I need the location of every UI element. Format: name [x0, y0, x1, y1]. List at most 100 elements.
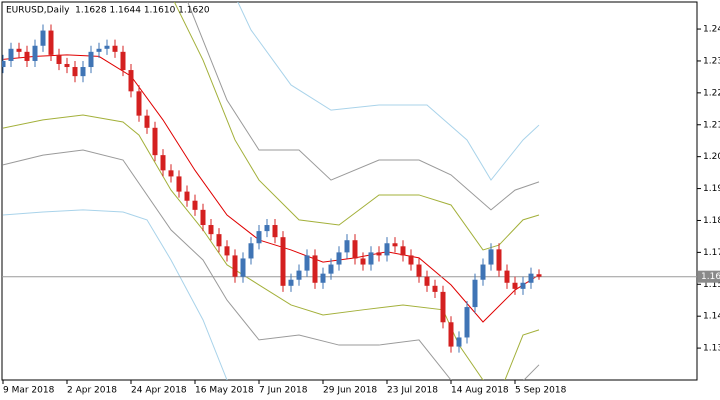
candle-body [328, 264, 334, 274]
candle-body [408, 255, 414, 265]
candle-body [240, 258, 246, 277]
candle-body [320, 273, 326, 283]
candle-body [232, 255, 238, 277]
candle-body [384, 243, 390, 256]
candle-body [352, 240, 358, 259]
candle-body [528, 273, 534, 283]
chart-title: EURUSD,Daily 1.1628 1.1644 1.1610 1.1620 [6, 6, 210, 16]
candle-body [416, 264, 422, 277]
candle-body [456, 337, 462, 347]
candle-body [152, 127, 158, 156]
candle-body [424, 276, 430, 286]
candle-body [16, 48, 22, 52]
y-tick-label: 1.1490 [703, 312, 720, 322]
candle-body [120, 51, 126, 71]
y-tick-label: 1.1700 [703, 248, 720, 258]
candle-body [80, 67, 86, 77]
price-tag-label: 1.1620 [701, 272, 720, 282]
indicator-line [2, 149, 540, 380]
candle-body [64, 63, 70, 68]
candle-body [136, 91, 142, 116]
candle-body [256, 231, 262, 244]
candle-body [432, 285, 438, 292]
candle-body [296, 270, 302, 280]
price-tag [698, 270, 720, 283]
candle-body [32, 45, 38, 61]
candle-body [376, 252, 382, 256]
x-tick-label: 9 Mar 2018 [3, 386, 55, 396]
candle-body [472, 279, 478, 308]
x-tick-label: 16 May 2018 [195, 386, 254, 396]
y-tick-label: 1.2225 [703, 88, 720, 98]
candle-body [128, 70, 134, 92]
y-tick-label: 1.1385 [703, 344, 720, 354]
candle-body [104, 45, 110, 49]
indicator-line [237, 2, 540, 181]
candle-body [48, 30, 54, 55]
candle-body [400, 246, 406, 256]
candle-body [464, 307, 470, 338]
candle-body [264, 225, 270, 232]
candle-body [216, 234, 222, 247]
candle-body [160, 155, 166, 171]
indicator-line [187, 2, 540, 211]
y-tick-label: 1.1910 [703, 184, 720, 194]
candle-body [448, 322, 454, 347]
candle-body [360, 258, 366, 265]
candle-body [440, 291, 446, 323]
candle-body [248, 243, 254, 259]
x-tick-label: 23 Jul 2018 [387, 386, 438, 396]
candle-body [520, 282, 526, 289]
y-tick-label: 1.2015 [703, 152, 720, 162]
candle-body [8, 48, 14, 61]
x-tick-label: 29 Jun 2018 [323, 386, 377, 396]
candle-body [184, 191, 190, 201]
indicator-line [2, 209, 228, 380]
candle-body [112, 45, 118, 52]
x-tick-label: 7 Jun 2018 [259, 386, 308, 396]
candle-body [280, 237, 286, 286]
candle-body [480, 264, 486, 280]
candle-body [144, 115, 150, 128]
candle-body [536, 274, 542, 277]
x-tick-label: 5 Sep 2018 [515, 386, 567, 396]
candle-body [72, 67, 78, 77]
candle-body [392, 243, 398, 247]
candle-body [200, 209, 206, 226]
candle-body [504, 270, 510, 283]
candle-body [96, 48, 102, 52]
candle-body [488, 249, 494, 265]
candle-body [344, 240, 350, 253]
y-tick-label: 1.1595 [703, 280, 720, 290]
candle-body [312, 255, 318, 283]
candle-body [224, 246, 230, 256]
y-tick-label: 1.1805 [703, 216, 720, 226]
candle-body [512, 282, 518, 289]
candle-body [368, 252, 374, 265]
candle-body [88, 51, 94, 68]
indicator-line [2, 114, 540, 380]
plot-frame [1, 1, 698, 381]
candle-body [40, 30, 46, 46]
candle-body [496, 249, 502, 271]
candle-body [168, 170, 174, 177]
x-tick-label: 14 Aug 2018 [451, 386, 509, 396]
x-tick-label: 24 Apr 2018 [131, 386, 187, 396]
candle-body [208, 225, 214, 235]
candle-body [2, 60, 6, 68]
candle-body [288, 279, 294, 286]
candle-body [56, 54, 62, 64]
y-tick-label: 1.2330 [703, 56, 720, 66]
candle-body [336, 252, 342, 265]
indicator-line [2, 54, 540, 323]
y-tick-label: 1.2120 [703, 120, 720, 130]
candle-body [176, 176, 182, 192]
candle-body [272, 225, 278, 238]
candle-body [24, 51, 30, 61]
x-tick-label: 2 Apr 2018 [67, 386, 117, 396]
plot-area [2, 2, 697, 380]
candle-body [304, 255, 310, 271]
candle-body [192, 200, 198, 210]
